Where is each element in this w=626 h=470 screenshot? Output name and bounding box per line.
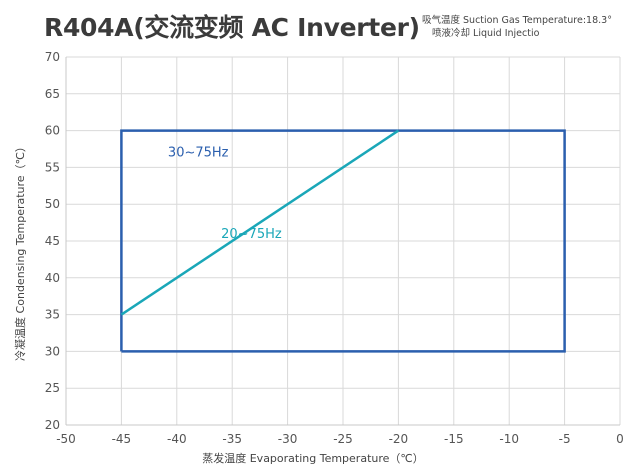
x-tick-label: -20: [389, 432, 409, 446]
chart-title: R404A(交流变频 AC Inverter): [44, 13, 420, 42]
x-tick-label: 0: [616, 432, 624, 446]
x-tick-label: -50: [56, 432, 76, 446]
x-tick-label: -35: [222, 432, 242, 446]
tick-labels: -50 -45 -40 -35 -30 -25 -20 -15 -10 -5 02025303540…: [45, 50, 624, 446]
y-tick-label: 40: [45, 271, 60, 285]
y-tick-label: 55: [45, 160, 60, 174]
series-label-2: 20~75Hz: [221, 227, 282, 242]
series-line-2: [120, 129, 400, 316]
series-line-1: [120, 129, 566, 353]
x-tick-label: -40: [167, 432, 187, 446]
x-tick-label: -25: [333, 432, 353, 446]
y-tick-label: 30: [45, 344, 60, 358]
y-tick-label: 50: [45, 197, 60, 211]
y-tick-label: 60: [45, 124, 60, 138]
x-axis-title: 蒸发温度 Evaporating Temperature（℃）: [202, 451, 424, 465]
axes: [65, 57, 620, 426]
annotations: 30~75Hz 20~75Hz: [168, 145, 282, 242]
y-tick-label: 70: [45, 50, 60, 64]
grid: [66, 56, 621, 425]
y-tick-label: 20: [45, 418, 60, 432]
x-tick-label: -15: [444, 432, 464, 446]
x-tick-label: -5: [559, 432, 571, 446]
x-tick-label: -30: [278, 432, 298, 446]
y-tick-label: 35: [45, 308, 60, 322]
series-label-1: 30~75Hz: [168, 145, 229, 160]
y-axis-title: 冷凝温度 Condensing Temperature（℃）: [13, 141, 27, 361]
suction-gas-note: 吸气温度 Suction Gas Temperature:18.3°: [422, 15, 612, 26]
series-group: [120, 129, 566, 353]
liquid-injection-note: 喷液冷却 Liquid Injectio: [432, 28, 540, 39]
y-tick-label: 45: [45, 234, 60, 248]
y-tick-label: 25: [45, 381, 60, 395]
x-tick-label: -10: [499, 432, 519, 446]
x-tick-label: -45: [112, 432, 132, 446]
y-tick-label: 65: [45, 87, 60, 101]
